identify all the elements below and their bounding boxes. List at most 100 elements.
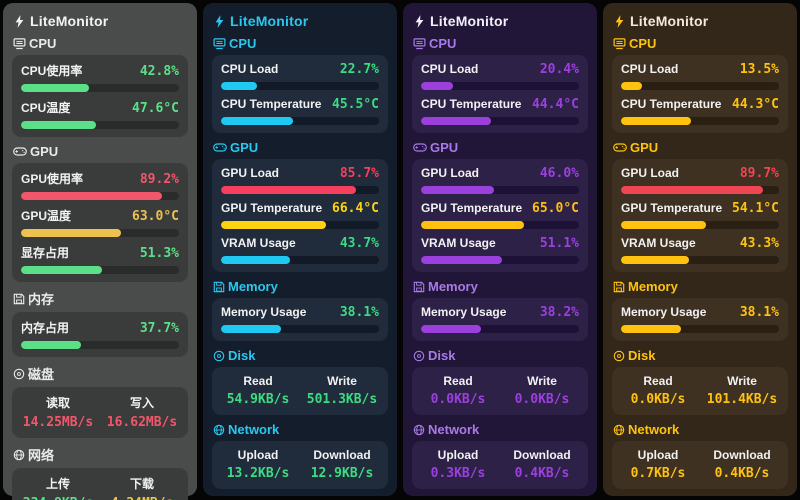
meter-card: CPU Load 13.5% CPU Temperature 44.3°C bbox=[612, 55, 788, 133]
progress-track bbox=[221, 186, 379, 194]
throughput-label: Write bbox=[727, 374, 757, 388]
section-label: CPU bbox=[229, 36, 257, 51]
metric-value: 65.0°C bbox=[532, 201, 579, 216]
meter-head: GPU Temperature 66.4°C bbox=[221, 201, 379, 216]
throughput-column: Write 501.3KB/s bbox=[300, 374, 384, 407]
meter-row: CPU Temperature 45.5°C bbox=[221, 97, 379, 125]
progress-track bbox=[221, 117, 379, 125]
meter-card: Memory Usage 38.2% bbox=[412, 298, 588, 341]
progress-track bbox=[221, 256, 379, 264]
network-icon bbox=[613, 424, 625, 436]
metric-value: 20.4% bbox=[539, 62, 579, 77]
section-label: 内存 bbox=[28, 292, 55, 307]
metric-value: 89.7% bbox=[739, 166, 779, 181]
meter-head: 显存占用 51.3% bbox=[21, 244, 179, 261]
section-header-network: Network bbox=[413, 422, 587, 437]
throughput-value: 234.9KB/s bbox=[16, 496, 100, 500]
meter-head: Memory Usage 38.2% bbox=[421, 305, 579, 320]
metric-label: GPU Load bbox=[621, 166, 680, 180]
progress-fill bbox=[21, 192, 162, 200]
section-label: Network bbox=[628, 422, 680, 437]
section-label: CPU bbox=[629, 36, 657, 51]
section-header-network: Network bbox=[613, 422, 787, 437]
meter-card: Memory Usage 38.1% bbox=[212, 298, 388, 341]
meter-head: Memory Usage 38.1% bbox=[621, 305, 779, 320]
section-label: GPU bbox=[30, 144, 59, 159]
throughput-value: 0.0KB/s bbox=[514, 392, 570, 407]
progress-fill bbox=[621, 82, 643, 90]
progress-track bbox=[21, 84, 179, 92]
app-title: LiteMonitor bbox=[30, 13, 109, 29]
meter-row: CPU使用率 42.8% bbox=[21, 62, 179, 92]
metric-value: 44.3°C bbox=[732, 97, 779, 112]
cpu-icon bbox=[413, 37, 426, 50]
progress-track bbox=[621, 186, 779, 194]
metric-value: 43.7% bbox=[339, 236, 379, 251]
monitor-panel[interactable]: LiteMonitor CPU CPU使用率 42.8% CPU温度 47.6°C GPU G… bbox=[3, 3, 197, 500]
throughput-value: 12.9KB/s bbox=[310, 466, 374, 481]
throughput-column: Write 101.4KB/s bbox=[700, 374, 784, 407]
meter-card: GPU使用率 89.2% GPU温度 63.0°C 显存占用 51.3% bbox=[12, 163, 188, 282]
section-header-memory: Memory bbox=[413, 279, 587, 294]
metric-value: 51.3% bbox=[139, 246, 179, 261]
metric-label: CPU Temperature bbox=[421, 97, 522, 111]
throughput-column: Read 54.9KB/s bbox=[216, 374, 300, 407]
meter-head: GPU使用率 89.2% bbox=[21, 170, 179, 187]
section-header-网络: 网络 bbox=[13, 445, 187, 464]
monitor-panel[interactable]: LiteMonitor CPU CPU Load 22.7% CPU Temperatu… bbox=[203, 3, 397, 496]
meter-card: CPU Load 22.7% CPU Temperature 45.5°C bbox=[212, 55, 388, 133]
progress-track bbox=[221, 221, 379, 229]
meter-row: 内存占用 37.7% bbox=[21, 319, 179, 349]
section-header-gpu: GPU bbox=[213, 140, 387, 155]
progress-track bbox=[21, 341, 179, 349]
section-header-gpu: GPU bbox=[613, 140, 787, 155]
metric-label: CPU Load bbox=[421, 62, 479, 76]
throughput-column: Download 12.9KB/s bbox=[300, 448, 384, 481]
throughput-card: Read 54.9KB/s Write 501.3KB/s bbox=[212, 367, 388, 415]
meter-row: GPU Temperature 65.0°C bbox=[421, 201, 579, 229]
meter-row: Memory Usage 38.1% bbox=[221, 305, 379, 333]
meter-head: CPU Temperature 44.4°C bbox=[421, 97, 579, 112]
metric-value: 44.4°C bbox=[532, 97, 579, 112]
cpu-icon bbox=[613, 37, 626, 50]
progress-track bbox=[621, 82, 779, 90]
section-label: Disk bbox=[228, 348, 256, 363]
section-header-磁盘: 磁盘 bbox=[13, 364, 187, 383]
meter-head: GPU Temperature 54.1°C bbox=[621, 201, 779, 216]
progress-fill bbox=[621, 256, 690, 264]
throughput-card: Upload 13.2KB/s Download 12.9KB/s bbox=[212, 441, 388, 489]
section-header-memory: Memory bbox=[613, 279, 787, 294]
progress-fill bbox=[421, 117, 492, 125]
progress-fill bbox=[21, 84, 89, 92]
cpu-icon bbox=[13, 37, 26, 50]
monitor-panel[interactable]: LiteMonitor CPU CPU Load 13.5% CPU Temperatu… bbox=[603, 3, 797, 496]
meter-head: GPU Load 85.7% bbox=[221, 166, 379, 181]
throughput-column: Download 0.4KB/s bbox=[500, 448, 584, 481]
meter-head: GPU温度 63.0°C bbox=[21, 207, 179, 224]
meter-head: GPU Temperature 65.0°C bbox=[421, 201, 579, 216]
metric-value: 47.6°C bbox=[132, 101, 179, 116]
memory-icon bbox=[213, 281, 225, 293]
throughput-value: 0.0KB/s bbox=[630, 392, 686, 407]
metric-label: 内存占用 bbox=[21, 321, 70, 335]
throughput-value: 16.62MB/s bbox=[106, 415, 178, 430]
meter-head: CPU Load 22.7% bbox=[221, 62, 379, 77]
progress-fill bbox=[221, 117, 293, 125]
metric-label: VRAM Usage bbox=[421, 236, 496, 250]
throughput-card: Upload 0.7KB/s Download 0.4KB/s bbox=[612, 441, 788, 489]
progress-track bbox=[421, 186, 579, 194]
progress-track bbox=[421, 325, 579, 333]
throughput-column: 写入 16.62MB/s bbox=[100, 394, 184, 430]
metric-value: 54.1°C bbox=[732, 201, 779, 216]
section-header-gpu: GPU bbox=[413, 140, 587, 155]
throughput-value: 501.3KB/s bbox=[306, 392, 378, 407]
progress-fill bbox=[621, 117, 691, 125]
section-label: CPU bbox=[29, 36, 57, 51]
throughput-value: 0.4KB/s bbox=[514, 466, 570, 481]
disk-icon bbox=[413, 350, 425, 362]
panel-title-row: LiteMonitor bbox=[612, 11, 788, 29]
monitor-panel[interactable]: LiteMonitor CPU CPU Load 20.4% CPU Temperatu… bbox=[403, 3, 597, 496]
section-label: GPU bbox=[230, 140, 259, 155]
throughput-value: 0.7KB/s bbox=[630, 466, 686, 481]
bolt-icon bbox=[14, 14, 25, 28]
